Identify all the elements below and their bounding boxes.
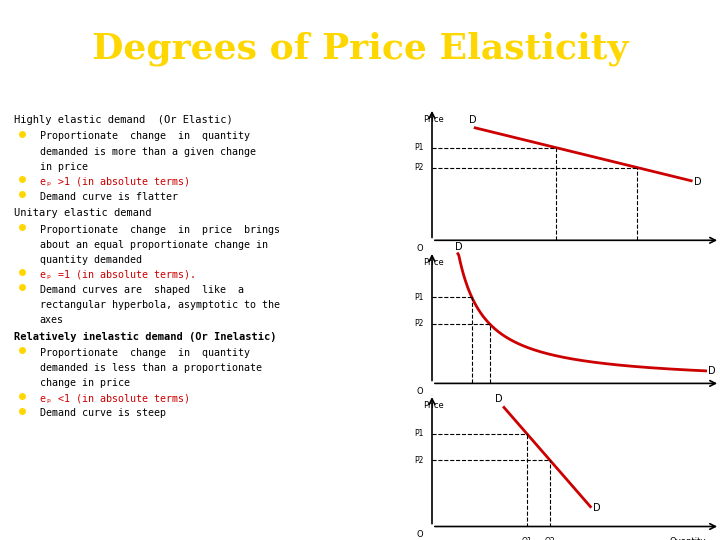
Text: P1: P1 <box>414 143 423 152</box>
Text: Q2: Q2 <box>632 251 642 260</box>
Text: Demand curve is flatter: Demand curve is flatter <box>40 192 178 202</box>
Text: P1: P1 <box>414 293 423 302</box>
Text: Quantity: Quantity <box>669 394 706 403</box>
Text: P2: P2 <box>414 456 423 465</box>
Text: P2: P2 <box>414 319 423 328</box>
Text: O: O <box>417 530 423 539</box>
Text: P2: P2 <box>414 163 423 172</box>
Text: D: D <box>495 394 503 404</box>
Text: Demand curve is steep: Demand curve is steep <box>40 408 166 418</box>
Text: in price: in price <box>40 161 88 172</box>
Text: Proportionate  change  in  quantity: Proportionate change in quantity <box>40 348 250 358</box>
Text: Relatively inelastic demand (Or Inelastic): Relatively inelastic demand (Or Inelasti… <box>14 332 277 342</box>
Text: Proportionate  change  in  price  brings: Proportionate change in price brings <box>40 225 279 235</box>
Text: O: O <box>417 387 423 396</box>
Text: quantity demanded: quantity demanded <box>40 255 142 265</box>
Text: D: D <box>708 366 716 375</box>
Text: demanded is more than a given change: demanded is more than a given change <box>40 146 256 157</box>
Text: Quantity: Quantity <box>669 537 706 540</box>
Text: Proportionate  change  in  quantity: Proportionate change in quantity <box>40 131 250 141</box>
Text: P1: P1 <box>414 429 423 438</box>
Text: Degrees of Price Elasticity: Degrees of Price Elasticity <box>92 31 628 66</box>
Text: Q1: Q1 <box>522 537 532 540</box>
Text: D: D <box>593 503 601 512</box>
Text: Price: Price <box>423 114 444 124</box>
Text: axes: axes <box>40 315 63 325</box>
Text: eₚ >1 (in absolute terms): eₚ >1 (in absolute terms) <box>40 177 189 187</box>
Text: O: O <box>417 244 423 253</box>
Text: Q1: Q1 <box>467 394 477 403</box>
Text: demanded is less than a proportionate: demanded is less than a proportionate <box>40 363 261 373</box>
Text: change in price: change in price <box>40 379 130 388</box>
Text: Price: Price <box>423 258 444 267</box>
Text: D: D <box>469 114 477 125</box>
Text: Unitary elastic demand: Unitary elastic demand <box>14 208 152 218</box>
Text: D: D <box>455 242 463 252</box>
Text: Q2: Q2 <box>545 537 555 540</box>
Text: rectangular hyperbola, asymptotic to the: rectangular hyperbola, asymptotic to the <box>40 300 279 310</box>
Text: Price: Price <box>423 401 444 410</box>
Text: Quantity: Quantity <box>669 251 706 260</box>
Text: eₚ =1 (in absolute terms).: eₚ =1 (in absolute terms). <box>40 270 196 280</box>
Text: Highly elastic demand  (Or Elastic): Highly elastic demand (Or Elastic) <box>14 115 233 125</box>
Text: D: D <box>694 177 702 187</box>
Text: Demand curves are  shaped  like  a: Demand curves are shaped like a <box>40 285 243 295</box>
Text: eₚ <1 (in absolute terms): eₚ <1 (in absolute terms) <box>40 394 189 403</box>
Text: Q1: Q1 <box>551 251 562 260</box>
Text: Q2: Q2 <box>485 394 495 403</box>
Text: about an equal proportionate change in: about an equal proportionate change in <box>40 240 268 250</box>
